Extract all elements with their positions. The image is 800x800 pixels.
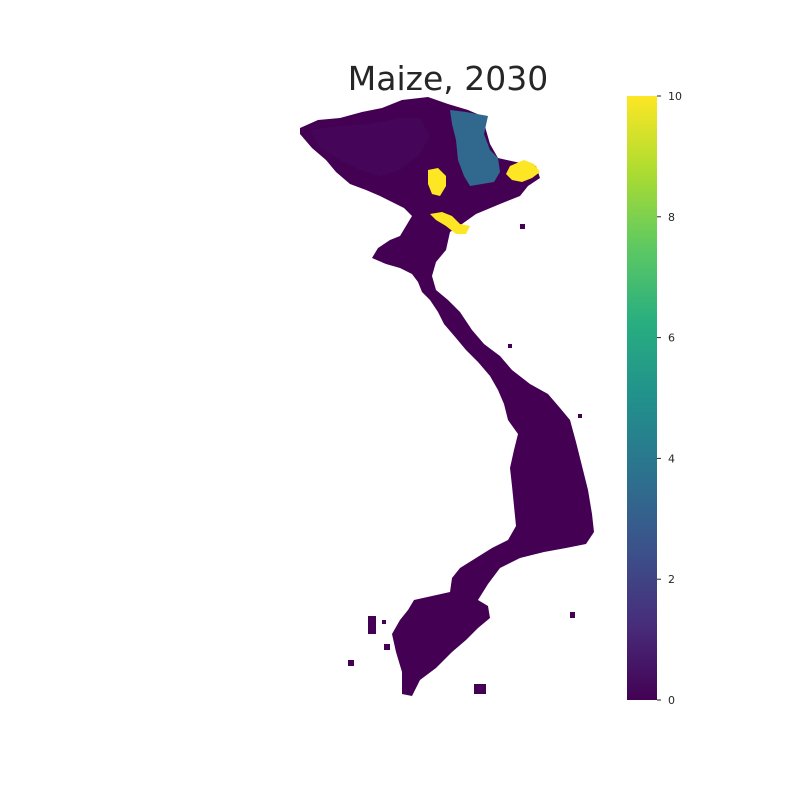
island [578, 414, 582, 418]
island [368, 616, 376, 634]
delta-hotspot-region [430, 212, 470, 234]
map-title: Maize, 2030 [348, 59, 548, 98]
country-base-region [300, 97, 594, 696]
colorbar-tick-label: 2 [668, 573, 675, 586]
island [570, 612, 575, 618]
colorbar-tick-label: 8 [668, 211, 675, 224]
colorbar-ticks: 0 2 4 6 8 10 [657, 90, 682, 707]
island [474, 684, 486, 694]
colorbar-tick-label: 6 [668, 332, 675, 345]
colorbar: 0 2 4 6 8 10 [627, 90, 682, 707]
northeast-province-region [450, 110, 500, 186]
colorbar-tick-label: 10 [668, 90, 682, 103]
colorbar-tick-label: 4 [668, 452, 675, 465]
island [384, 644, 390, 650]
colorbar-gradient [627, 96, 657, 700]
island [508, 344, 512, 348]
northeast-coast-hotspot-region [506, 160, 540, 182]
northwest-hotspot-region [428, 168, 446, 196]
island [348, 660, 354, 666]
island [382, 620, 386, 624]
island [520, 224, 525, 229]
colorbar-tick-label: 0 [668, 694, 675, 707]
map [300, 97, 594, 696]
northern-highlands-region [310, 118, 430, 176]
